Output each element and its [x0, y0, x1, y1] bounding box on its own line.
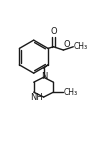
- Text: NH: NH: [31, 93, 43, 102]
- Text: O: O: [64, 40, 70, 49]
- Text: CH₃: CH₃: [74, 42, 88, 51]
- Text: CH₃: CH₃: [64, 88, 78, 97]
- Text: O: O: [50, 27, 57, 36]
- Text: N: N: [41, 72, 47, 81]
